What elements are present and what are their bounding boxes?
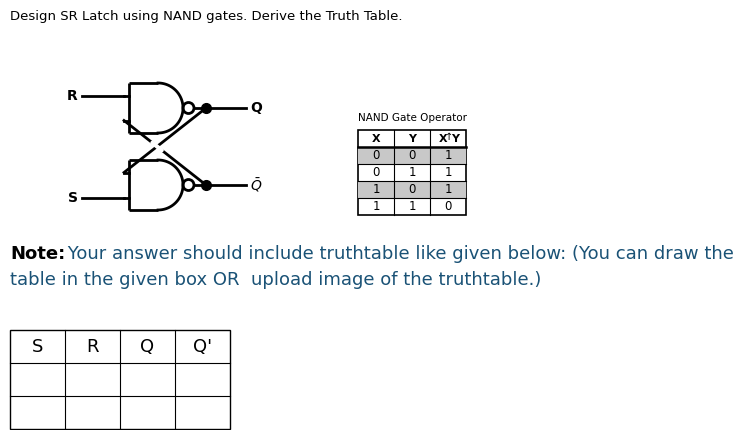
Text: table in the given box OR  upload image of the truthtable.): table in the given box OR upload image o…	[10, 271, 542, 289]
Text: Design SR Latch using NAND gates. Derive the Truth Table.: Design SR Latch using NAND gates. Derive…	[10, 10, 402, 23]
Text: R: R	[67, 89, 78, 102]
Text: 1: 1	[372, 183, 380, 196]
Text: 1: 1	[444, 149, 452, 162]
Text: 0: 0	[408, 183, 416, 196]
Text: NAND Gate Operator: NAND Gate Operator	[358, 113, 466, 123]
Text: Y: Y	[408, 133, 416, 144]
Text: 0: 0	[444, 200, 452, 213]
Text: 1: 1	[372, 200, 380, 213]
Text: 1: 1	[408, 200, 416, 213]
FancyBboxPatch shape	[358, 181, 466, 198]
Text: $\bar{Q}$: $\bar{Q}$	[250, 176, 262, 194]
Text: S: S	[68, 190, 78, 205]
Text: Your answer should include truthtable like given below: (You can draw the: Your answer should include truthtable li…	[62, 245, 733, 263]
FancyBboxPatch shape	[10, 330, 230, 429]
Text: 0: 0	[372, 149, 380, 162]
Text: 1: 1	[444, 183, 452, 196]
Text: Q: Q	[141, 338, 155, 356]
Text: Y: Y	[451, 133, 459, 144]
Text: 1: 1	[444, 166, 452, 179]
Text: 0: 0	[408, 149, 416, 162]
Text: X: X	[438, 133, 447, 144]
Text: X: X	[372, 133, 380, 144]
Text: Q: Q	[250, 101, 262, 115]
Text: Q': Q'	[193, 338, 212, 356]
Text: S: S	[32, 338, 43, 356]
Text: ↑: ↑	[445, 132, 453, 142]
Text: R: R	[86, 338, 99, 356]
Text: Note:: Note:	[10, 245, 65, 263]
FancyBboxPatch shape	[358, 130, 466, 215]
Text: 0: 0	[372, 166, 380, 179]
Text: 1: 1	[408, 166, 416, 179]
FancyBboxPatch shape	[358, 147, 466, 164]
